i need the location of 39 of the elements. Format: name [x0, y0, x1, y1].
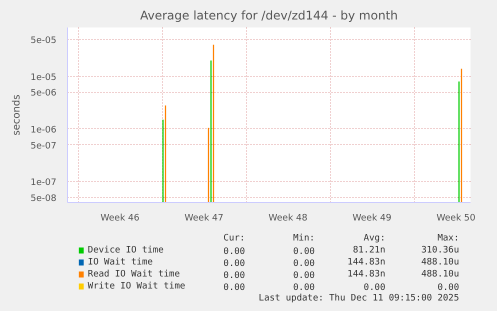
- text: 144.83n: [347, 270, 386, 280]
- y-tick-label: 5e-07: [30, 141, 57, 152]
- text: Max:: [437, 234, 460, 244]
- chart-title: Average latency for /dev/zd144 - by month: [140, 8, 398, 22]
- text: 0.00: [293, 247, 315, 257]
- text: Min:: [293, 234, 315, 244]
- x-tick-label: Week 46: [100, 214, 140, 224]
- x-tick-label: Week 48: [268, 214, 308, 224]
- text: Cur:: [223, 234, 246, 244]
- text: 0.00: [437, 283, 460, 293]
- text: 310.36u: [421, 246, 460, 256]
- text: 0.00: [293, 259, 315, 269]
- text: 0.00: [293, 283, 315, 293]
- y-tick-label: 5e-08: [30, 194, 57, 204]
- text: 0.00: [293, 271, 315, 281]
- text: 81.21n: [352, 246, 386, 256]
- legend-label: IO Wait time: [88, 258, 153, 268]
- y-tick-label: 5e-06: [30, 88, 57, 99]
- text: 144.83n: [347, 258, 386, 268]
- text: Avg:: [364, 234, 386, 244]
- text: 0.00: [223, 283, 246, 293]
- text: 0.00: [223, 247, 246, 257]
- y-tick-label: 1e-05: [30, 72, 57, 83]
- x-tick-label: Week 49: [352, 214, 392, 224]
- y-tick-label: 1e-06: [30, 125, 57, 136]
- y-tick-label: 1e-07: [30, 178, 57, 188]
- text: Last update: Thu Dec 11 09:15:00 2025: [258, 294, 460, 304]
- legend-label: Read IO Wait time: [88, 270, 180, 280]
- text: 0.00: [364, 283, 386, 293]
- x-tick-label: Week 47: [184, 214, 224, 224]
- legend-label: Write IO Wait time: [88, 282, 186, 292]
- x-tick-label: Week 50: [436, 214, 476, 224]
- text: 488.10u: [421, 270, 460, 280]
- y-axis-title: seconds: [12, 94, 23, 136]
- y-tick-label: 5e-05: [30, 36, 57, 46]
- text: 0.00: [223, 271, 246, 281]
- text: 0.00: [223, 259, 246, 269]
- legend-label: Device IO time: [88, 246, 164, 256]
- text: 488.10u: [421, 258, 460, 268]
